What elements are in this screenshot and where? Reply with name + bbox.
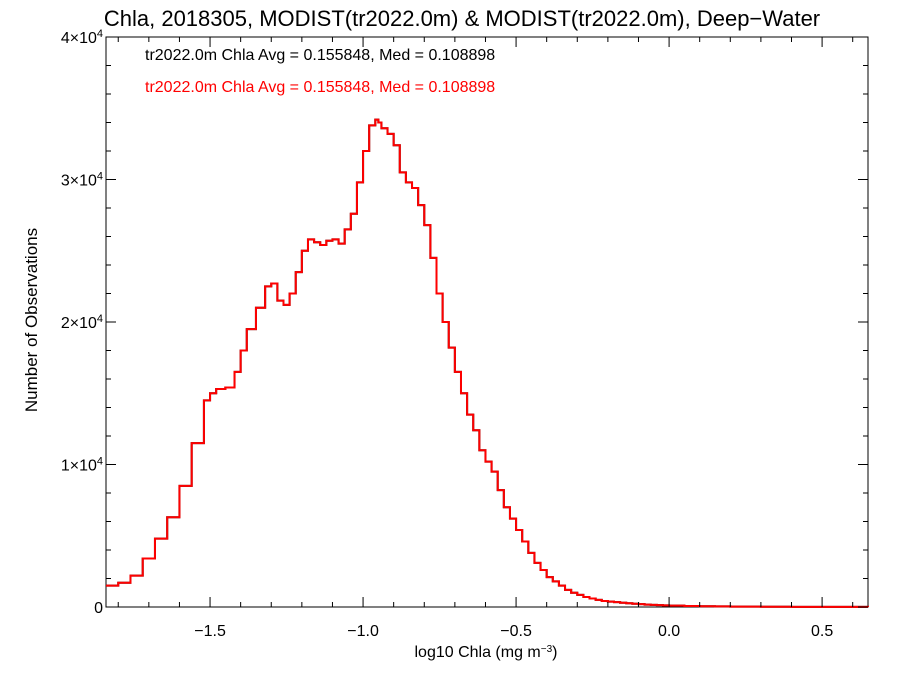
x-axis-label-close: ): [552, 644, 557, 661]
x-axis-label-sup: −3: [541, 644, 553, 655]
annotation-black: tr2022.0m Chla Avg = 0.155848, Med = 0.1…: [145, 47, 495, 64]
x-axis-label-main: log10 Chla (mg m: [414, 644, 540, 661]
series-line-1: [106, 118, 869, 608]
annotation-red: tr2022.0m Chla Avg = 0.155848, Med = 0.1…: [145, 79, 495, 96]
x-tick-label: −1.0: [347, 623, 379, 640]
y-tick-label: 1×104: [61, 456, 103, 475]
x-tick-label: −1.5: [194, 623, 226, 640]
tick-layer: −1.5 −1.0 −0.5 0.0 0.5 0 1×104 2×104 3×104 4×104: [61, 28, 868, 640]
series-line-0: [106, 118, 869, 608]
chart-title: Chla, 2018305, MODIST(tr2022.0m) & MODIS…: [104, 6, 820, 31]
y-tick-label: 4×104: [61, 28, 103, 47]
plot-border: [105, 36, 869, 608]
y-tick-label: 3×104: [61, 171, 103, 190]
y-axis-label: Number of Observations: [22, 228, 41, 412]
y-tick-label: 2×104: [61, 313, 103, 332]
x-tick-label: 0.0: [658, 623, 680, 640]
plot-frame: [105, 36, 869, 608]
series-layer: [106, 118, 869, 608]
x-axis-label: log10 Chla (mg m−3): [414, 644, 557, 662]
x-tick-label: 0.5: [811, 623, 833, 640]
y-tick-label: 0: [94, 600, 103, 617]
x-tick-label: −0.5: [500, 623, 532, 640]
